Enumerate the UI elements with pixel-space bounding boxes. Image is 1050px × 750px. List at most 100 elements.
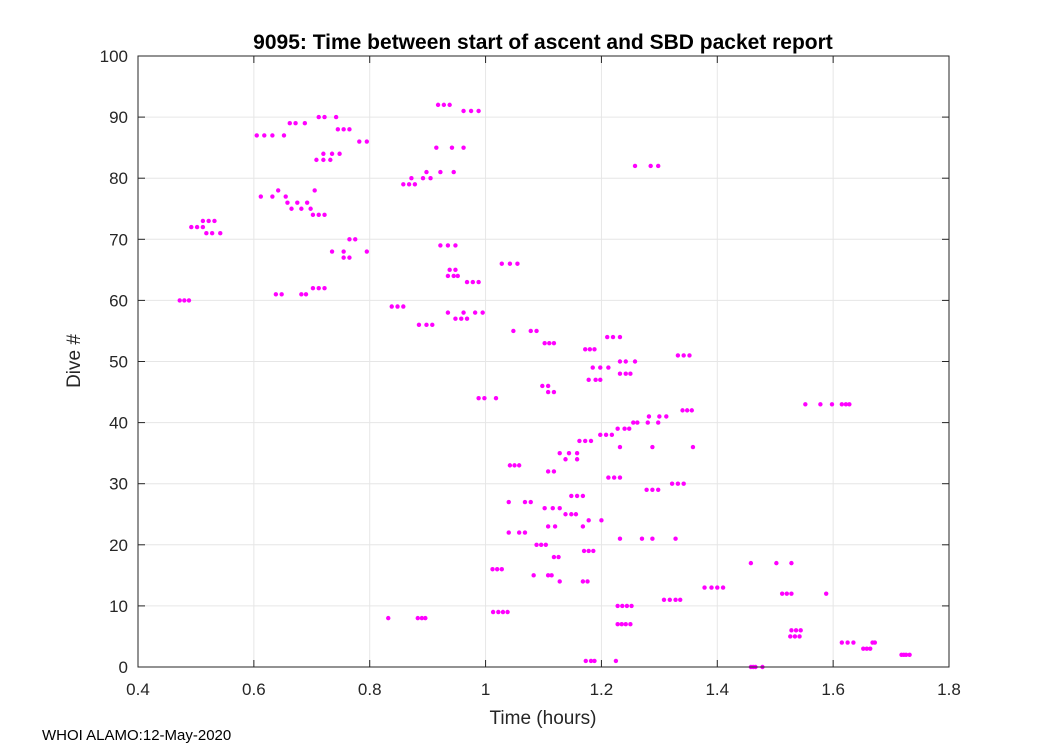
data-point xyxy=(289,206,294,211)
data-point xyxy=(657,414,662,419)
data-point xyxy=(285,200,290,205)
data-point xyxy=(493,395,499,401)
data-point xyxy=(585,579,590,584)
data-point xyxy=(629,603,634,609)
data-point xyxy=(598,365,603,370)
data-point xyxy=(542,505,547,511)
data-point xyxy=(415,615,420,621)
data-point xyxy=(322,114,327,120)
data-point xyxy=(588,438,594,444)
data-point xyxy=(461,108,466,114)
data-point xyxy=(569,512,574,517)
data-point xyxy=(583,658,588,664)
data-point xyxy=(496,609,501,615)
data-point xyxy=(364,249,370,254)
data-point xyxy=(623,359,628,364)
data-point xyxy=(627,426,632,431)
data-point xyxy=(624,603,630,609)
data-point xyxy=(843,402,849,407)
data-point xyxy=(779,591,785,596)
data-point xyxy=(515,261,520,266)
data-point xyxy=(364,139,370,144)
data-point xyxy=(534,328,539,334)
data-point xyxy=(681,481,686,486)
axis-ticks: 0.4 0.6 0.8 1 1.2 1.4 1.6 1.8 0 10 20 30 40 50 60 70 80 9… xyxy=(100,47,961,699)
data-point xyxy=(583,347,588,352)
data-point xyxy=(581,548,587,554)
data-point xyxy=(401,182,406,187)
data-point xyxy=(592,347,597,352)
data-point xyxy=(389,304,394,309)
data-point xyxy=(646,414,652,419)
data-point xyxy=(689,408,694,413)
data-point xyxy=(254,133,259,138)
data-point xyxy=(789,628,794,633)
data-point xyxy=(516,463,522,468)
data-point xyxy=(669,481,675,486)
data-point xyxy=(406,182,412,187)
data-point xyxy=(661,597,667,602)
data-point xyxy=(631,420,636,425)
data-point xyxy=(903,652,909,657)
data-point xyxy=(620,603,625,609)
data-point xyxy=(538,542,544,547)
data-point xyxy=(605,334,610,340)
data-point xyxy=(470,279,476,285)
data-point xyxy=(516,530,522,535)
data-point xyxy=(505,609,510,615)
y-tick-label: 80 xyxy=(109,169,128,188)
data-point xyxy=(557,505,562,511)
data-point xyxy=(312,188,317,193)
data-point xyxy=(748,560,754,566)
data-point xyxy=(861,646,866,651)
data-point xyxy=(551,469,557,474)
data-point xyxy=(586,518,591,523)
data-point xyxy=(357,139,362,144)
y-tick-label: 50 xyxy=(109,353,128,372)
x-axis-label: Time (hours) xyxy=(490,708,597,729)
data-point xyxy=(445,273,451,279)
data-point xyxy=(580,524,586,529)
data-point xyxy=(480,310,485,315)
data-point xyxy=(435,102,441,108)
data-point xyxy=(675,481,681,486)
data-point xyxy=(617,444,623,450)
data-point xyxy=(453,267,458,273)
data-point xyxy=(617,334,623,340)
x-tick-label: 0.6 xyxy=(242,680,266,699)
data-point xyxy=(603,432,609,438)
data-point xyxy=(434,145,439,150)
data-point xyxy=(839,640,845,645)
data-point xyxy=(823,591,829,596)
data-point xyxy=(681,353,686,358)
data-point xyxy=(270,133,275,138)
data-point xyxy=(341,127,346,132)
data-point xyxy=(316,285,321,291)
data-point xyxy=(424,322,429,328)
x-tick-label: 1.2 xyxy=(590,680,614,699)
data-point xyxy=(512,463,517,468)
data-point xyxy=(341,255,346,260)
data-point xyxy=(551,554,557,560)
data-point xyxy=(258,194,264,199)
data-point xyxy=(218,230,223,236)
data-point xyxy=(347,127,352,132)
data-point xyxy=(275,188,281,193)
data-point xyxy=(281,133,287,138)
data-point xyxy=(283,194,288,199)
data-point xyxy=(563,512,568,517)
data-point xyxy=(617,371,623,376)
data-point xyxy=(639,536,645,541)
data-point xyxy=(592,658,597,664)
data-point xyxy=(583,438,588,444)
data-point xyxy=(598,377,603,383)
data-point xyxy=(574,457,580,462)
data-point xyxy=(609,432,615,438)
data-point xyxy=(574,450,580,456)
data-point xyxy=(412,182,418,187)
data-point xyxy=(569,493,574,499)
data-point xyxy=(341,249,346,254)
data-point xyxy=(617,359,623,364)
data-point xyxy=(613,658,619,664)
